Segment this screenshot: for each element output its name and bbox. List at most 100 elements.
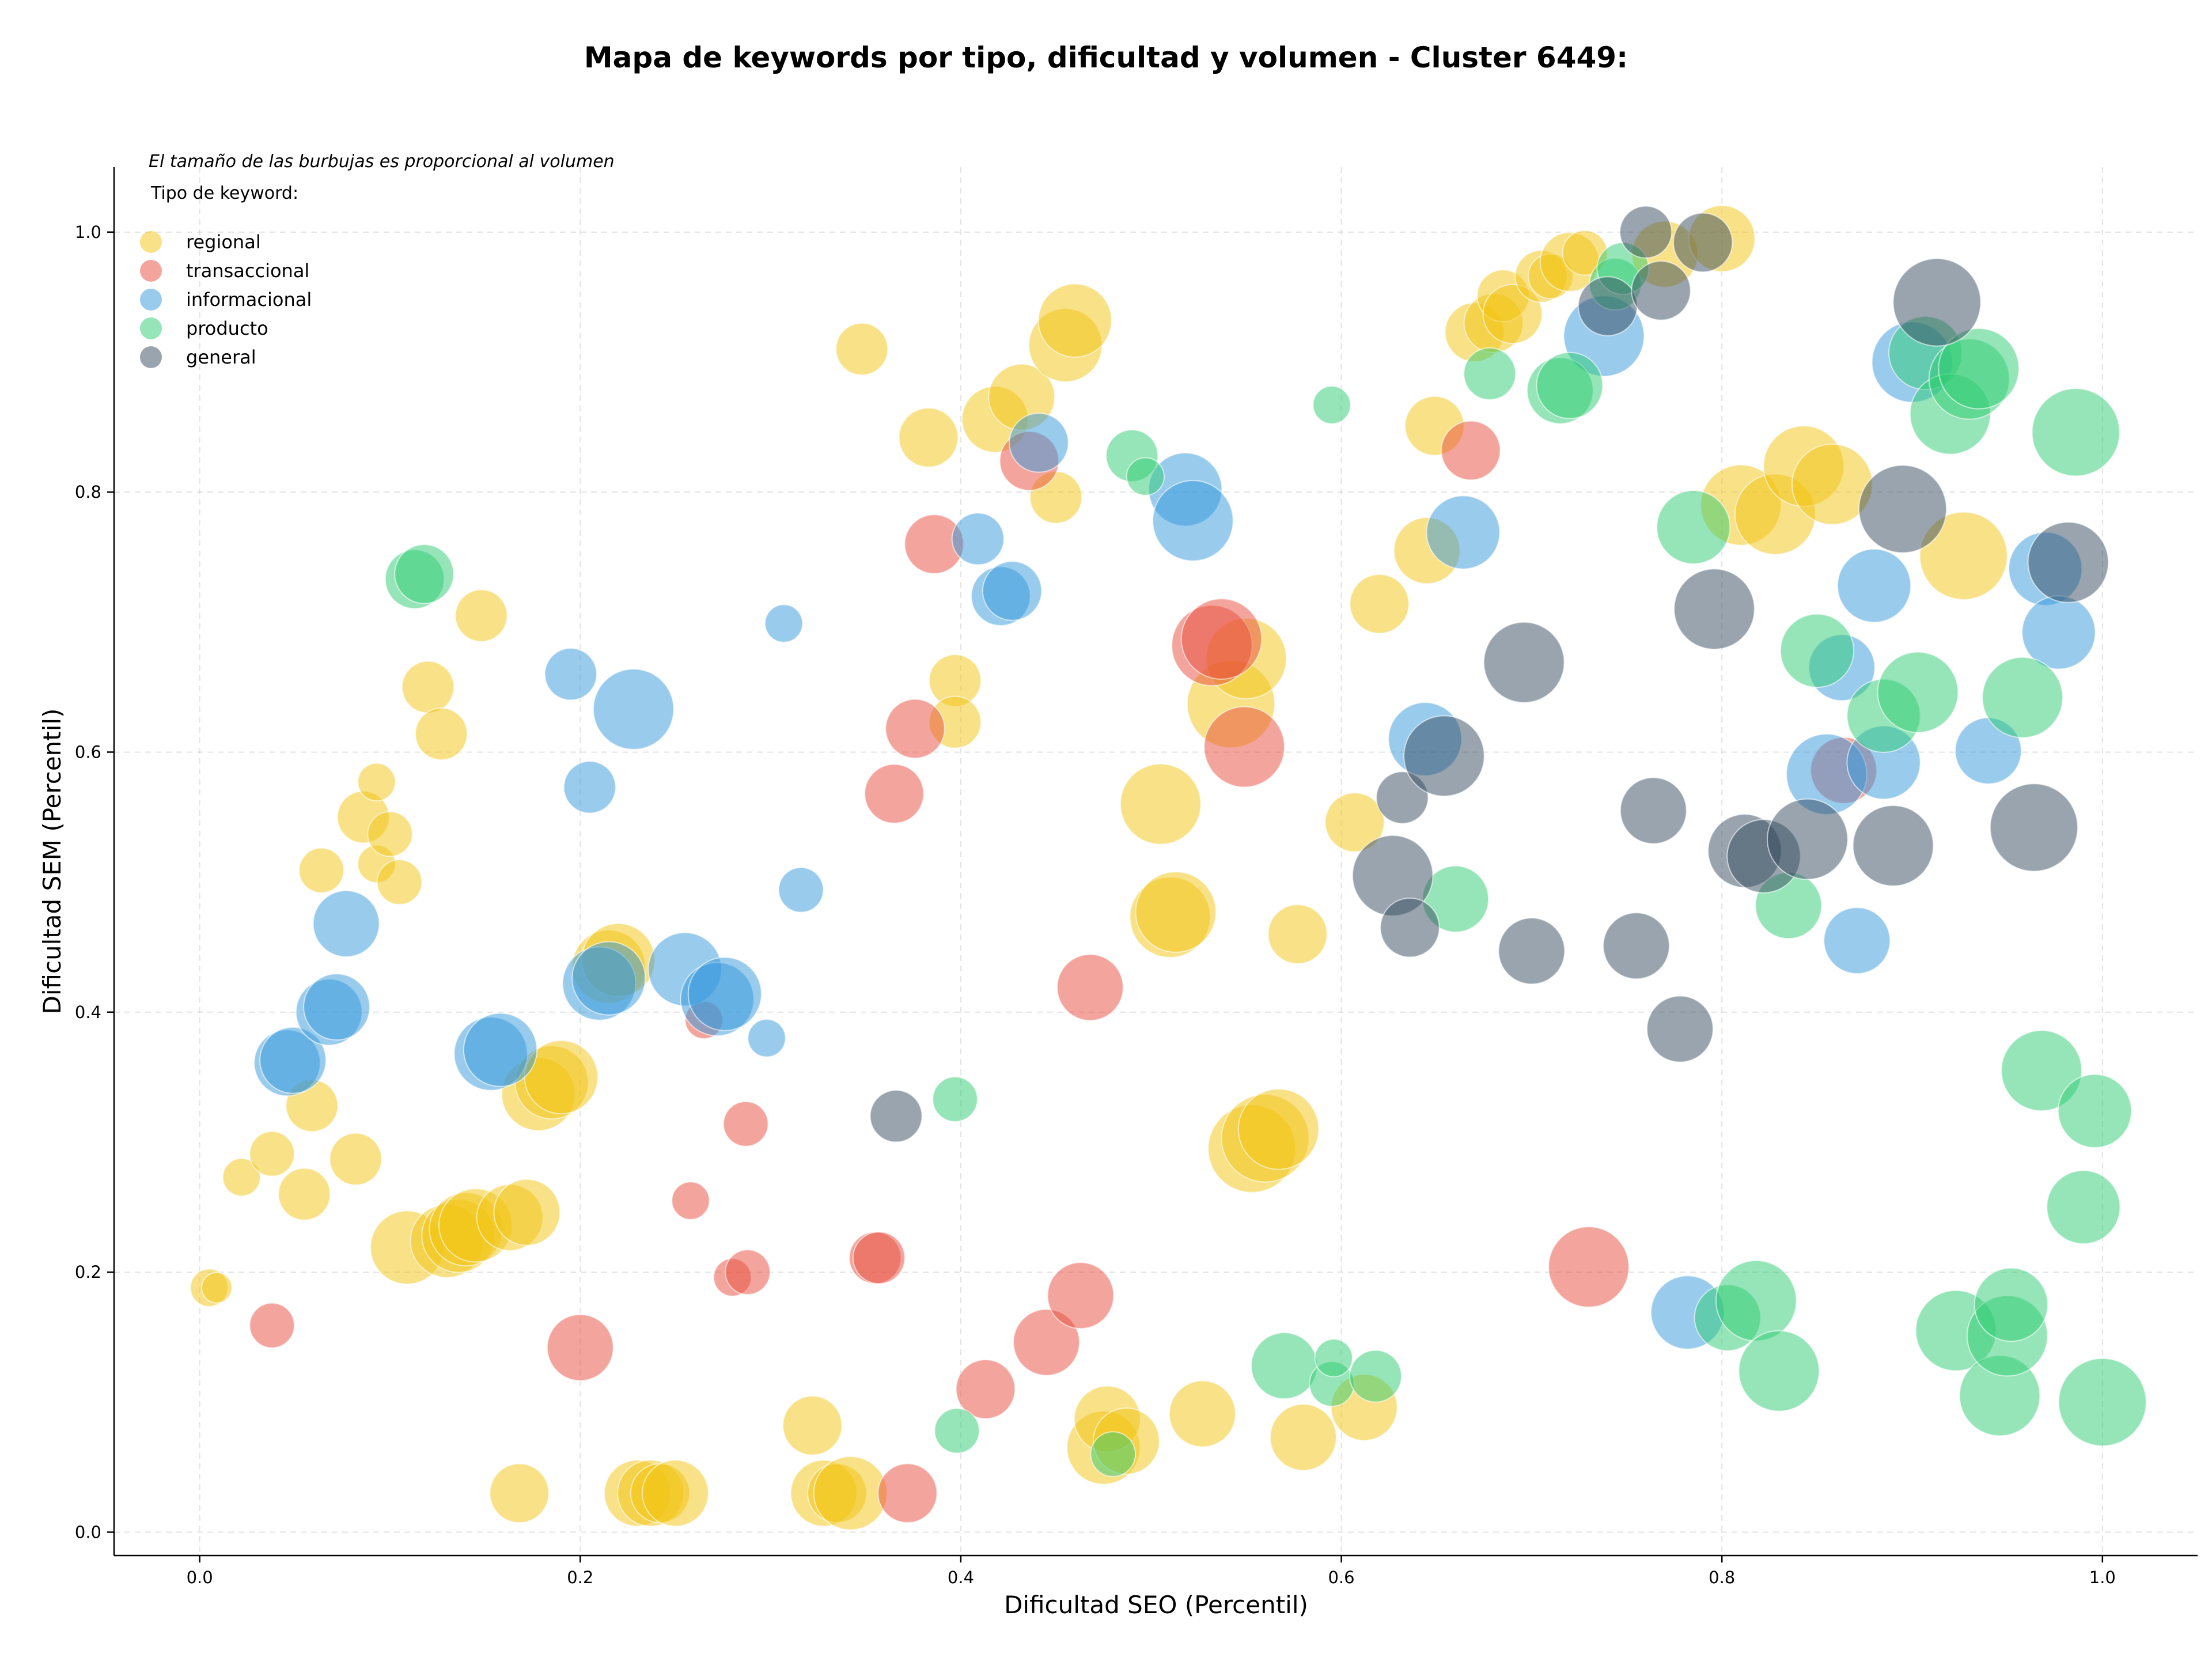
legend-label-regional: regional xyxy=(186,231,261,253)
bubble-general xyxy=(1852,805,1934,887)
bubble-producto xyxy=(1090,1431,1136,1477)
bubble-producto xyxy=(1312,385,1351,425)
bubble-regional xyxy=(1349,573,1410,634)
bubble-regional xyxy=(222,1157,261,1197)
y-tick-label: 0.8 xyxy=(75,482,101,502)
bubble-regional xyxy=(642,1459,709,1527)
legend-marker-producto xyxy=(140,317,162,339)
y-tick-label: 0.2 xyxy=(75,1262,101,1282)
bubble-transaccional xyxy=(671,1181,710,1220)
bubble-general xyxy=(1858,464,1947,554)
bubble-general xyxy=(1577,276,1638,336)
bubble-informacional xyxy=(312,890,380,958)
legend-label-general: general xyxy=(186,346,256,368)
legend-marker-general xyxy=(140,346,162,368)
bubble-transaccional xyxy=(885,698,945,759)
bubble-producto xyxy=(2058,1073,2133,1148)
bubble-transaccional xyxy=(1056,954,1124,1021)
bubble-informacional xyxy=(563,760,616,814)
legend-label-producto: producto xyxy=(186,317,268,339)
bubble-general xyxy=(1673,568,1755,650)
bubble-informacional xyxy=(687,956,762,1031)
bubble-transaccional xyxy=(546,1314,614,1382)
bubble-informacional xyxy=(747,1019,786,1058)
bubble-transaccional xyxy=(1013,1308,1080,1376)
bubble-regional xyxy=(835,322,889,376)
bubble-regional xyxy=(1168,1380,1236,1448)
x-axis-ticks: 0.0 0.2 0.4 0.6 0.8 1.0 xyxy=(187,1556,2116,1587)
bubble-producto xyxy=(1314,1338,1353,1378)
bubble-regional xyxy=(1324,792,1385,853)
legend-marker-regional xyxy=(140,231,162,253)
bubble-regional xyxy=(1037,283,1112,358)
bubble-informacional xyxy=(571,941,646,1016)
bubble-general xyxy=(2027,521,2109,603)
bubble-informacional xyxy=(778,867,824,913)
bubble-producto xyxy=(2031,388,2120,477)
bubble-producto xyxy=(2046,1170,2121,1244)
bubble-regional xyxy=(782,1395,843,1456)
bubble-general xyxy=(1646,995,1714,1063)
bubble-transaccional xyxy=(249,1302,296,1349)
y-tick-label: 0.0 xyxy=(75,1522,101,1542)
legend-label-transaccional: transaccional xyxy=(186,260,309,282)
bubble-general xyxy=(1767,798,1849,880)
bubble-general xyxy=(1483,621,1565,703)
bubble-transaccional xyxy=(1203,706,1285,788)
bubble-general xyxy=(1380,897,1440,958)
bubble-producto xyxy=(1126,457,1165,496)
bubble-general xyxy=(1619,205,1673,259)
bubble-general xyxy=(869,1089,923,1143)
bubble-informacional xyxy=(463,1012,538,1087)
bubble-informacional xyxy=(1836,548,1912,623)
bubble-transaccional xyxy=(864,763,925,824)
legend-marker-transaccional xyxy=(140,260,162,282)
bubble-producto xyxy=(1779,613,1854,688)
chart-title: Mapa de keywords por tipo, dificultad y … xyxy=(584,41,1628,74)
bubble-transaccional xyxy=(725,1249,771,1295)
bubble-producto xyxy=(1349,1349,1402,1403)
bubble-transaccional xyxy=(722,1101,769,1147)
bubble-regional xyxy=(249,1130,296,1177)
bubble-informacional xyxy=(951,512,1005,566)
bubble-transaccional xyxy=(852,1231,906,1285)
bubble-informacional xyxy=(259,1026,327,1094)
y-axis-ticks: 0.0 0.2 0.4 0.6 0.8 1.0 xyxy=(75,222,114,1542)
x-tick-label: 1.0 xyxy=(2089,1568,2116,1587)
bubble-producto xyxy=(932,1076,978,1122)
bubbles-layer xyxy=(190,205,2147,1531)
bubble-regional xyxy=(1919,511,2008,600)
bubble-regional xyxy=(367,811,413,857)
bubble-informacional xyxy=(593,668,675,750)
bubble-regional xyxy=(1482,283,1543,345)
bubble-producto xyxy=(1715,1259,1797,1342)
bubble-regional xyxy=(402,660,454,714)
bubble-regional xyxy=(1237,1088,1320,1170)
bubble-producto xyxy=(2001,1030,2082,1112)
bubble-informacional xyxy=(982,561,1043,621)
bubble-informacional xyxy=(303,973,370,1041)
bubble-regional xyxy=(201,1272,233,1304)
bubble-transaccional xyxy=(1180,598,1263,680)
bubble-regional xyxy=(298,847,344,894)
bubble-informacional xyxy=(1823,907,1891,974)
bubble-general xyxy=(1619,777,1687,845)
y-axis-label: Dificultad SEM (Percentil) xyxy=(38,709,66,1015)
bubble-general xyxy=(1403,715,1485,797)
bubble-transaccional xyxy=(1047,1262,1115,1330)
bubble-general xyxy=(1892,258,1982,347)
bubble-regional xyxy=(415,707,468,760)
bubble-producto xyxy=(1536,351,1604,419)
bubble-transaccional xyxy=(1441,420,1501,481)
legend-title: Tipo de keyword: xyxy=(150,183,298,203)
bubble-informacional xyxy=(1426,495,1501,570)
x-tick-label: 0.6 xyxy=(1328,1568,1354,1587)
bubble-informacional xyxy=(764,604,804,643)
y-tick-label: 1.0 xyxy=(75,222,101,242)
bubble-producto xyxy=(1982,656,2063,739)
y-tick-label: 0.4 xyxy=(75,1002,101,1022)
bubble-transaccional xyxy=(1548,1226,1630,1308)
bubble-producto xyxy=(1738,1330,1820,1412)
bubble-regional xyxy=(278,1167,331,1221)
